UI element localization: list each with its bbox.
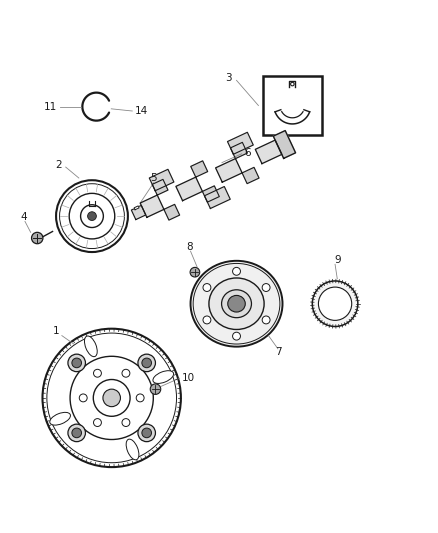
Polygon shape [152, 180, 168, 195]
Circle shape [88, 212, 96, 221]
Circle shape [312, 281, 358, 327]
Circle shape [136, 394, 144, 402]
Circle shape [150, 384, 161, 394]
Ellipse shape [222, 290, 251, 318]
Circle shape [72, 358, 81, 368]
Ellipse shape [153, 370, 173, 383]
Text: 8: 8 [186, 242, 193, 252]
Circle shape [138, 354, 155, 372]
Circle shape [93, 418, 101, 426]
Circle shape [72, 428, 81, 438]
Bar [263, 76, 322, 135]
Text: 9: 9 [334, 255, 341, 265]
Circle shape [32, 232, 43, 244]
Polygon shape [202, 186, 219, 202]
Circle shape [138, 424, 155, 442]
Circle shape [203, 316, 211, 324]
Circle shape [122, 369, 130, 377]
Text: 5: 5 [150, 173, 157, 183]
Text: 4: 4 [21, 212, 28, 222]
Text: 10: 10 [182, 373, 195, 383]
Circle shape [79, 394, 87, 402]
Text: 6: 6 [245, 148, 251, 158]
Circle shape [291, 82, 294, 86]
Polygon shape [134, 206, 139, 210]
Ellipse shape [85, 336, 97, 357]
Polygon shape [230, 142, 247, 159]
Circle shape [122, 418, 130, 426]
Circle shape [262, 284, 270, 292]
Text: 11: 11 [44, 102, 57, 111]
Text: 14: 14 [134, 106, 148, 116]
Ellipse shape [126, 439, 139, 460]
Polygon shape [191, 161, 208, 177]
Polygon shape [140, 195, 164, 217]
Circle shape [190, 268, 200, 277]
Circle shape [318, 287, 352, 320]
Ellipse shape [50, 413, 71, 425]
Text: 3: 3 [226, 73, 232, 83]
Circle shape [142, 358, 152, 368]
Ellipse shape [209, 278, 264, 329]
Polygon shape [149, 169, 174, 191]
Polygon shape [273, 131, 296, 158]
Polygon shape [164, 204, 180, 220]
Circle shape [94, 369, 102, 377]
Text: 2: 2 [56, 160, 62, 170]
Polygon shape [215, 159, 242, 182]
Text: 1: 1 [53, 327, 59, 336]
Polygon shape [242, 167, 259, 184]
Text: 7: 7 [276, 347, 282, 357]
Circle shape [233, 332, 240, 340]
Polygon shape [255, 140, 282, 164]
Circle shape [103, 389, 120, 407]
Polygon shape [176, 177, 202, 200]
Circle shape [142, 428, 152, 438]
Circle shape [262, 316, 270, 324]
Circle shape [68, 354, 85, 372]
Circle shape [68, 424, 85, 442]
Ellipse shape [228, 295, 245, 312]
Polygon shape [205, 187, 230, 208]
Polygon shape [131, 205, 146, 220]
Polygon shape [227, 132, 253, 154]
Ellipse shape [191, 261, 283, 346]
Circle shape [203, 284, 211, 292]
Circle shape [233, 268, 240, 275]
